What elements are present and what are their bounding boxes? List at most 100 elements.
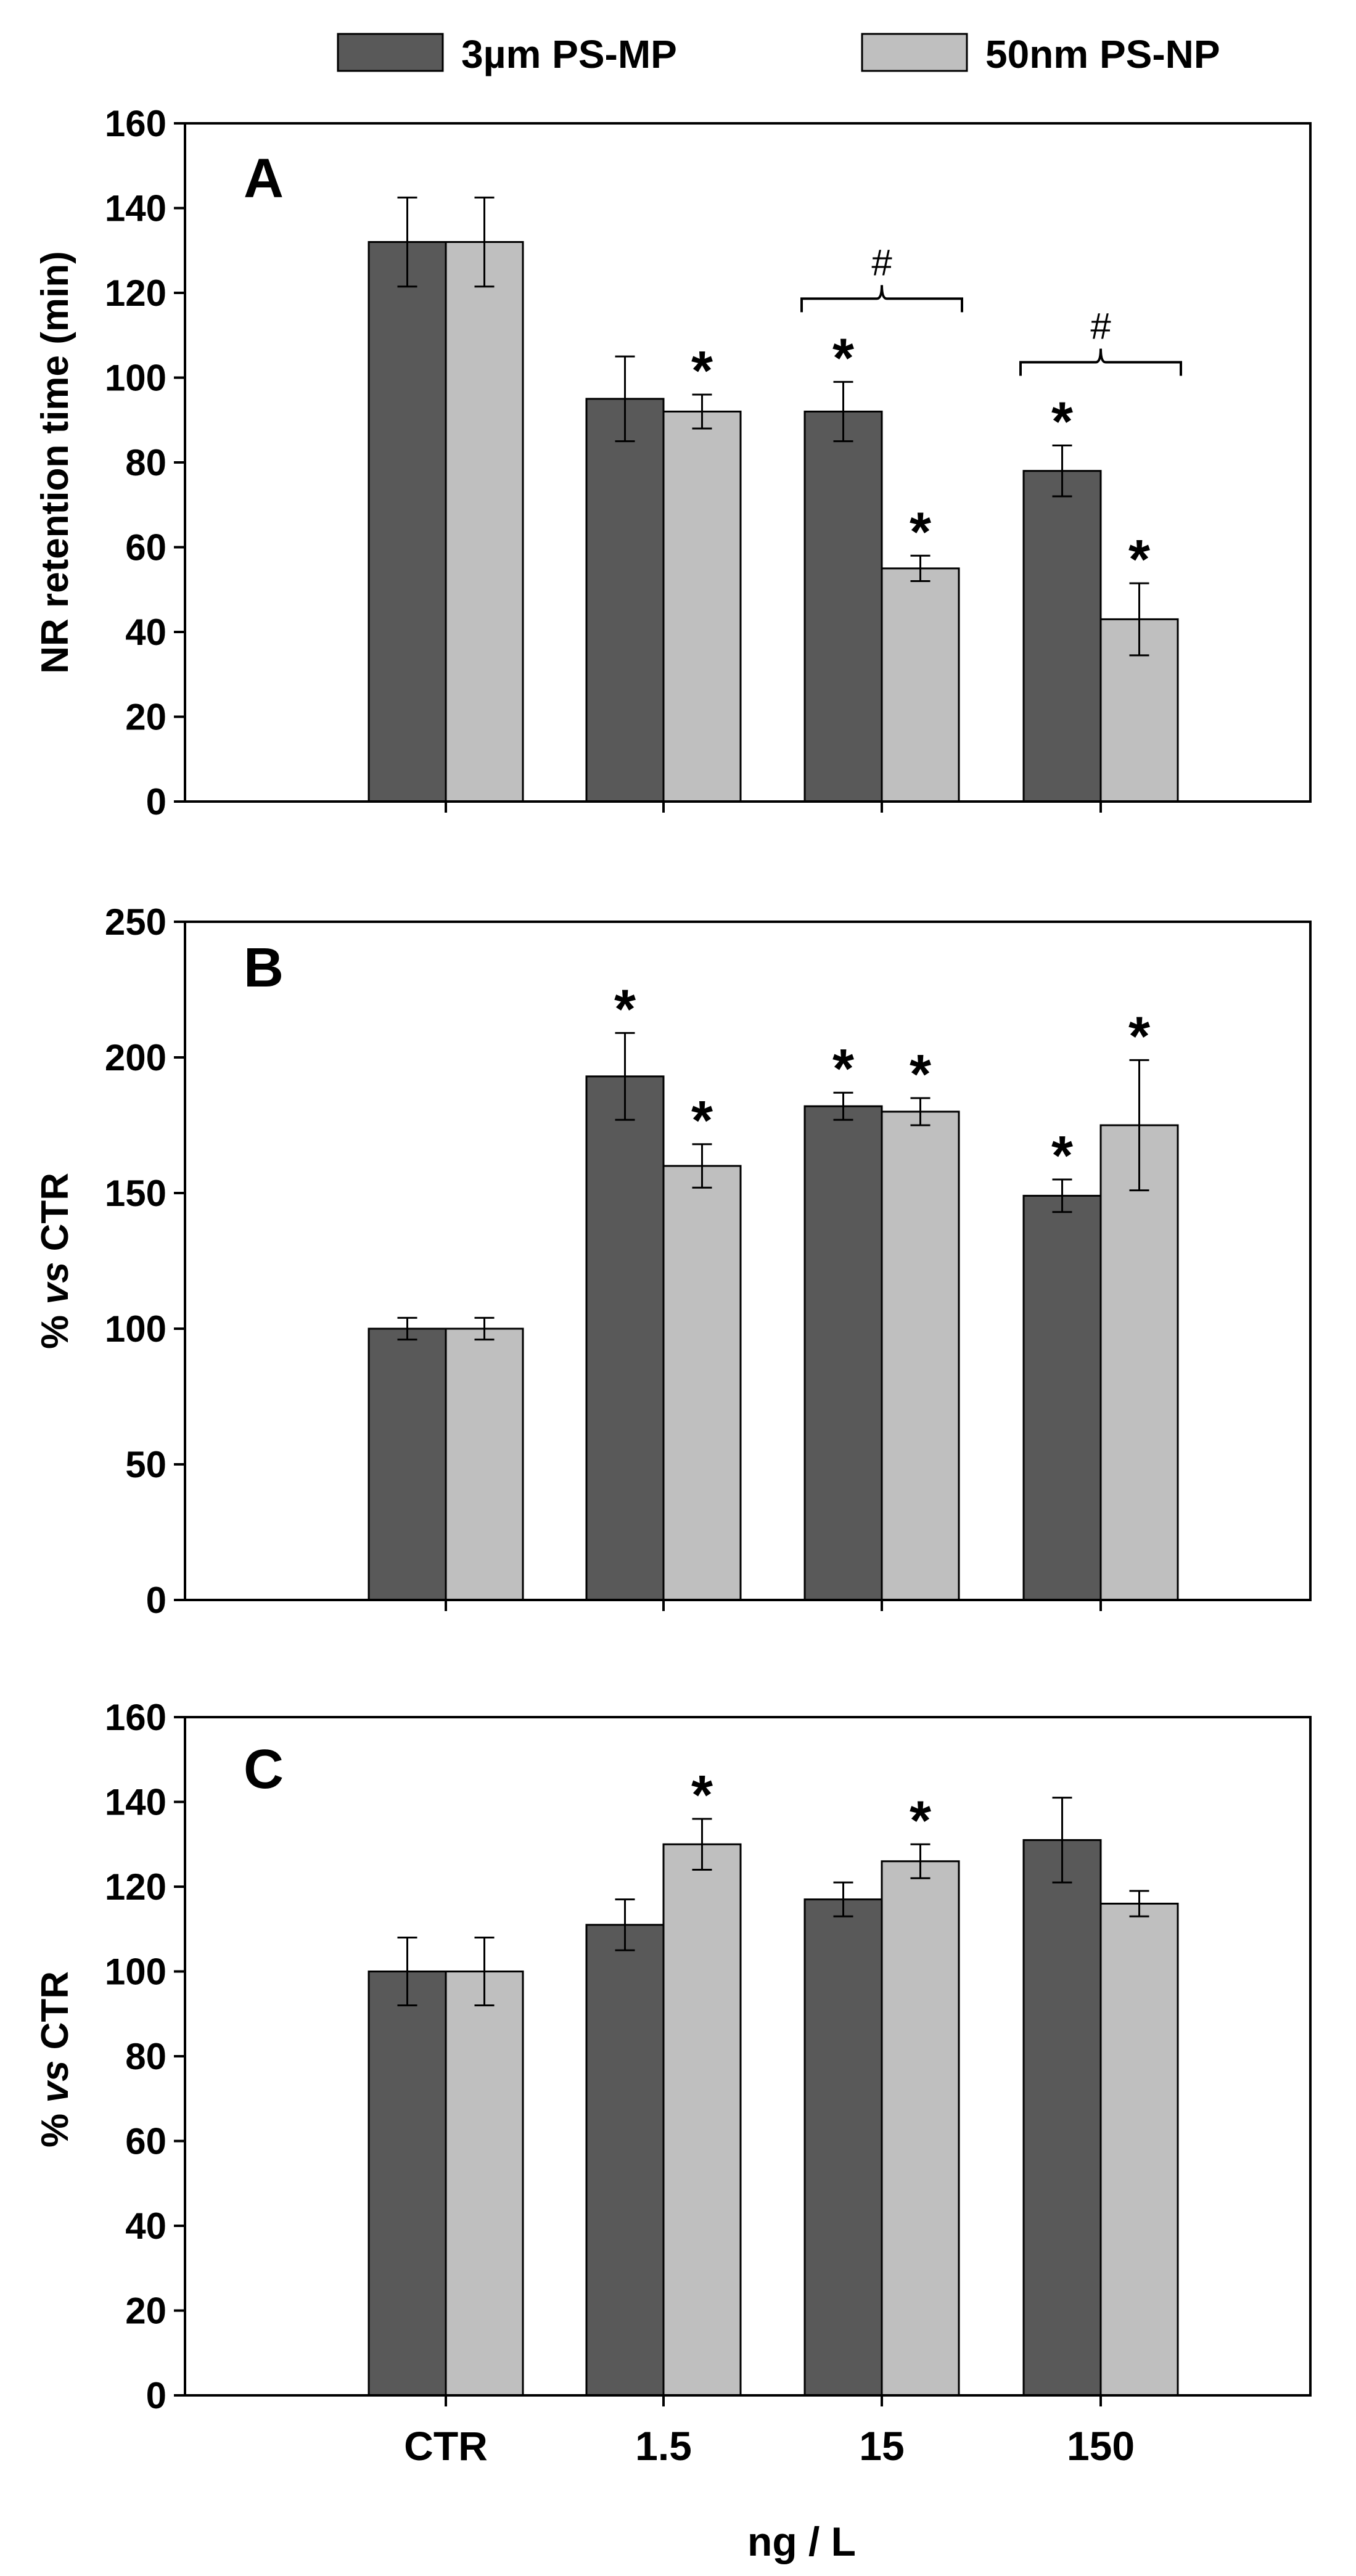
legend-label-mp: 3µm PS-MP [461, 32, 677, 76]
panel-c-ytick-label: 140 [105, 1782, 166, 1823]
panel-c-bar-np [1099, 1903, 1179, 2397]
panel-a-ytick-label: 140 [105, 188, 166, 229]
panel-a-ytick-label: 40 [125, 612, 166, 653]
panel-b-errorbars [397, 1032, 1149, 1341]
panel-a-ytick-label: 100 [105, 358, 166, 399]
panel-a-significance-star: * [910, 501, 931, 563]
panel-a-bracket [1019, 348, 1182, 376]
panel-a-ticks: 0 20 40 60 80 100 120 140 160 [105, 103, 1102, 822]
legend: 3µm PS-MP 50nm PS-NP [337, 32, 1220, 76]
panel-c-bar-mp [1022, 1839, 1102, 2397]
panel-a-bar-mp [1022, 470, 1102, 803]
panel-c-label: C [244, 1739, 284, 1800]
panel-a-errorbars [397, 196, 1149, 657]
panel-b-ticks: 0 50 100 150 200 250 [105, 901, 1102, 1621]
panel-b-ytick-label: 150 [105, 1173, 166, 1214]
panel-b-significance-star: * [614, 978, 636, 1040]
legend-swatch-np [861, 33, 968, 72]
panel-a-significance-star: * [691, 340, 713, 402]
x-axis-categories: CTR 1.5 15 150 [404, 2423, 1135, 2469]
panel-b-bar-mp [585, 1075, 665, 1601]
panel-b-bars [368, 1075, 1179, 1601]
panel-b: B % vs CTR 0 50 100 150 200 250 * * * * * * [34, 901, 1312, 1621]
panel-b-ytick-label: 50 [125, 1444, 166, 1485]
panel-b-bar-np [881, 1110, 960, 1601]
panel-a-frame [184, 122, 1312, 803]
panel-a-bar-mp [368, 241, 447, 803]
panel-c-ytick-label: 60 [125, 2121, 166, 2162]
panel-b-ytick-label: 250 [105, 901, 166, 943]
panel-b-ylabel-text: % vs CTR [34, 1173, 76, 1349]
panel-a-significance-star: * [1128, 529, 1150, 591]
panel-c-ytick-label: 80 [125, 2036, 166, 2077]
panel-c-bar-np [445, 1971, 524, 2397]
panel-a-significance-star: * [832, 327, 854, 389]
panel-c-significance-star: * [910, 1790, 931, 1852]
panel-a-bar-mp [803, 411, 883, 803]
panel-a: A NR retention time (min) 0 20 40 60 80 100 12… [34, 103, 1312, 822]
panel-c-bar-np [881, 1860, 960, 2397]
panel-c-ytick-label: 120 [105, 1866, 166, 1908]
panel-c-ytick-label: 40 [125, 2205, 166, 2247]
panel-b-significance-star: * [691, 1090, 713, 1152]
x-category-label: CTR [404, 2423, 488, 2469]
panel-c-errorbars [397, 1797, 1149, 2006]
panel-b-bar-mp [803, 1105, 883, 1601]
panel-b-ytick-label: 100 [105, 1308, 166, 1350]
panel-a-bracket-symbol: # [1090, 306, 1111, 347]
panel-a-bar-mp [585, 398, 665, 803]
panel-c-ytick-label: 0 [146, 2375, 166, 2416]
panel-b-ytick-label: 200 [105, 1037, 166, 1078]
panel-b-ylabel: % vs CTR [34, 1173, 76, 1349]
panel-a-bracket-symbol: # [871, 242, 892, 283]
panel-b-significance-star: * [1128, 1006, 1150, 1067]
panel-a-ytick-label: 20 [125, 697, 166, 738]
panel-c-ylabel: % vs CTR [34, 1971, 76, 2147]
legend-swatch-mp [337, 33, 444, 72]
panel-c-significance-star: * [691, 1765, 713, 1826]
panel-b-label: B [244, 937, 284, 999]
panel-c-bars [368, 1839, 1179, 2397]
x-category-label: 150 [1067, 2423, 1135, 2469]
panel-a-ytick-label: 60 [125, 527, 166, 568]
panel-b-ytick-label: 0 [146, 1580, 166, 1621]
panel-c-bar-mp [585, 1924, 665, 2397]
panel-c-frame [184, 1716, 1312, 2397]
panel-a-bracket [800, 285, 963, 313]
panel-c-bar-np [662, 1843, 742, 2397]
x-category-label: 15 [859, 2423, 904, 2469]
panel-c-ticks: 0 20 40 60 80 100 120 140 160 [105, 1697, 1102, 2416]
panel-c-ytick-label: 100 [105, 1951, 166, 1993]
panel-b-bar-np [662, 1165, 742, 1601]
panel-c-bar-mp [803, 1898, 883, 2397]
panel-b-bar-mp [1022, 1194, 1102, 1601]
legend-label-np: 50nm PS-NP [985, 32, 1220, 76]
panel-a-bar-np [881, 567, 960, 803]
panel-b-bar-np [1099, 1124, 1179, 1601]
panel-b-bar-np [445, 1327, 524, 1601]
x-axis-title: ng / L [747, 2519, 856, 2564]
panel-c-ytick-label: 160 [105, 1697, 166, 1738]
panel-c-stars: * * [691, 1765, 931, 1852]
panel-a-label: A [244, 148, 284, 210]
panel-a-bar-np [445, 241, 524, 803]
panel-a-ytick-label: 120 [105, 273, 166, 314]
panel-b-significance-star: * [832, 1038, 854, 1100]
panel-c-ytick-label: 20 [125, 2291, 166, 2332]
panel-b-significance-star: * [910, 1044, 931, 1105]
x-category-label: 1.5 [635, 2423, 692, 2469]
panel-a-ytick-label: 0 [146, 781, 166, 822]
panel-a-bars [368, 241, 1179, 803]
panel-a-stars: * * * * * [691, 327, 1150, 591]
panel-b-significance-star: * [1051, 1125, 1073, 1187]
panel-c-bar-mp [368, 1971, 447, 2397]
panel-a-bar-np [662, 411, 742, 803]
panel-a-ytick-label: 160 [105, 103, 166, 144]
panel-b-stars: * * * * * * [614, 978, 1150, 1187]
panel-a-significance-star: * [1051, 392, 1073, 453]
panel-a-brackets: ## [800, 242, 1182, 376]
panel-b-frame [184, 921, 1312, 1601]
panel-b-bar-mp [368, 1327, 447, 1601]
